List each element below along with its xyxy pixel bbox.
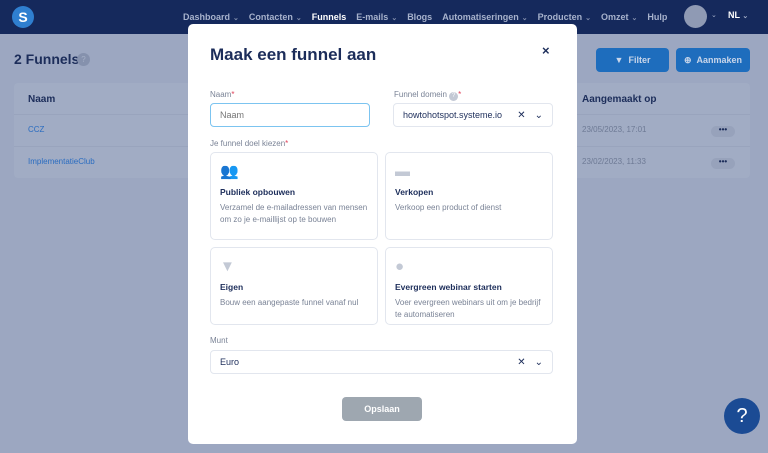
domain-select[interactable]: howtohotspot.systeme.io ✕ ⌄: [393, 103, 553, 127]
chevron-down-icon: ⌄: [521, 15, 528, 22]
main-menu: Dashboard ⌄ Contacten ⌄ Funnels E-mails ⌄ Blogs…: [183, 0, 667, 34]
row-actions-button[interactable]: •••: [711, 126, 735, 137]
chevron-down-icon: ⌄: [233, 15, 239, 22]
nav-item-blogs[interactable]: Blogs: [407, 12, 433, 22]
people-icon: 👥: [220, 163, 239, 180]
name-label: Naam*: [210, 90, 235, 99]
clear-icon[interactable]: ✕: [517, 110, 526, 121]
currency-select[interactable]: Euro ✕ ⌄: [210, 350, 553, 374]
domain-label: Funnel domein ? *: [394, 90, 462, 101]
clear-icon[interactable]: ✕: [517, 357, 526, 368]
language-selector[interactable]: NL ⌄: [728, 10, 749, 20]
help-circle-icon[interactable]: ?: [77, 53, 90, 66]
nav-item-contacten[interactable]: Contacten ⌄: [248, 12, 302, 22]
column-header-name: Naam: [28, 94, 56, 105]
chevron-down-icon: ⌄: [631, 15, 638, 22]
create-button[interactable]: ⊕ Aanmaken: [676, 48, 750, 72]
name-input[interactable]: [210, 103, 370, 127]
chevron-down-icon[interactable]: ⌄: [534, 110, 543, 121]
row-actions-button[interactable]: •••: [711, 158, 735, 169]
goal-option[interactable]: ▼ Eigen Bouw een aangepaste funnel vanaf n…: [210, 247, 378, 325]
goal-option[interactable]: ● Evergreen webinar starten Voer evergreen…: [385, 247, 553, 325]
avatar[interactable]: [684, 5, 707, 28]
webinar-icon: ●: [395, 258, 405, 275]
chevron-down-icon: ⌄: [295, 15, 302, 22]
created-date: 23/02/2023, 11:33: [582, 157, 646, 166]
nav-item-omzet[interactable]: Omzet ⌄: [600, 12, 638, 22]
funnel-link[interactable]: ImplementatieClub: [28, 157, 95, 166]
nav-item-dashboard[interactable]: Dashboard ⌄: [183, 12, 239, 22]
goal-label: Je funnel doel kiezen*: [210, 139, 289, 148]
funnel-link[interactable]: CCZ: [28, 125, 45, 134]
goal-option[interactable]: 👥 Publiek opbouwen Verzamel de e-mailadres…: [210, 152, 378, 240]
created-date: 23/05/2023, 17:01: [582, 125, 647, 134]
close-icon[interactable]: ×: [542, 43, 550, 58]
page-title: 2 Funnels: [14, 51, 80, 67]
column-header-created: Aangemaakt op: [582, 94, 657, 105]
nav-item-funnels[interactable]: Funnels: [311, 12, 347, 22]
logo[interactable]: S: [12, 6, 34, 28]
help-button[interactable]: ?: [724, 398, 760, 434]
filter-icon: ▼: [614, 55, 624, 65]
filter-button[interactable]: ▼ Filter: [596, 48, 669, 72]
nav-item-producten[interactable]: Producten ⌄: [537, 12, 591, 22]
currency-label: Munt: [210, 336, 228, 345]
funnel-icon: ▼: [220, 258, 235, 275]
chevron-down-icon: ⌄: [391, 15, 398, 22]
nav-item-automatiseringen[interactable]: Automatiseringen ⌄: [442, 12, 528, 22]
plus-circle-icon: ⊕: [683, 54, 692, 65]
nav-item-e-mails[interactable]: E-mails ⌄: [356, 12, 398, 22]
goal-option[interactable]: ▬ Verkopen Verkoop een product of dienst: [385, 152, 553, 240]
save-button[interactable]: Opslaan: [342, 397, 422, 421]
chevron-down-icon[interactable]: ⌄: [534, 357, 543, 368]
nav-item-hulp[interactable]: Hulp: [647, 12, 668, 22]
shop-icon: ▬: [395, 163, 410, 180]
chevron-down-icon[interactable]: ⌄: [711, 12, 717, 19]
info-icon[interactable]: ?: [449, 92, 459, 101]
create-funnel-modal: Maak een funnel aan × Naam* Funnel domei…: [188, 24, 577, 444]
chevron-down-icon: ⌄: [585, 15, 591, 22]
modal-title: Maak een funnel aan: [210, 45, 377, 64]
